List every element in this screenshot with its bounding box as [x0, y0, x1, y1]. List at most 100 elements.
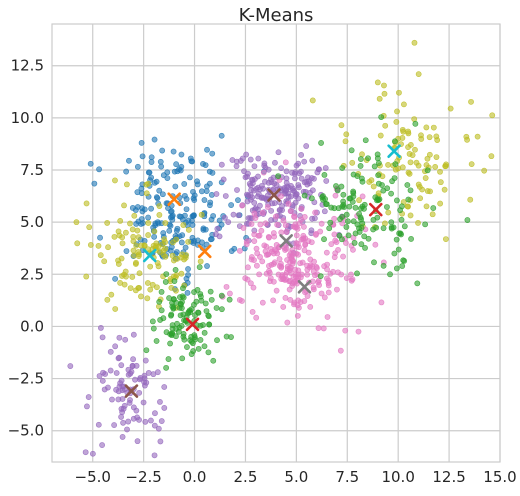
data-point [280, 304, 287, 310]
data-point [442, 236, 449, 243]
data-point [157, 158, 164, 165]
data-point [255, 184, 261, 191]
data-point [225, 219, 232, 226]
data-point [393, 118, 400, 125]
data-point [239, 202, 245, 209]
data-point [398, 231, 404, 238]
data-point [251, 257, 257, 264]
data-point [262, 178, 268, 185]
data-point [270, 278, 277, 285]
data-point [393, 265, 400, 272]
data-point [73, 219, 80, 226]
data-point [374, 155, 381, 162]
data-point [213, 231, 219, 238]
data-point [287, 208, 294, 215]
data-point [245, 264, 251, 271]
data-point [384, 204, 390, 210]
data-point [241, 168, 247, 175]
data-point [249, 180, 256, 187]
data-point [278, 264, 285, 271]
data-point [254, 193, 261, 200]
data-point [400, 128, 407, 135]
data-point [370, 226, 377, 233]
data-point [214, 225, 221, 232]
x-tick-label: 10.0 [381, 468, 414, 486]
data-point [104, 220, 111, 226]
data-point [242, 275, 249, 282]
data-point [283, 168, 290, 175]
data-point [304, 266, 311, 273]
data-point [251, 163, 258, 170]
data-point [170, 239, 176, 246]
data-point [82, 449, 89, 456]
data-point [256, 271, 263, 278]
data-point [387, 271, 393, 278]
data-point [384, 185, 391, 192]
data-point [361, 233, 368, 240]
data-point [415, 220, 421, 226]
data-point [348, 271, 354, 278]
data-point [116, 383, 123, 390]
data-point [87, 242, 94, 248]
data-point [357, 163, 364, 169]
data-point [178, 239, 185, 246]
data-point [163, 329, 170, 336]
data-point [172, 266, 179, 273]
data-point [389, 178, 395, 185]
data-point [346, 203, 353, 210]
data-point [119, 434, 126, 440]
data-point [382, 122, 389, 129]
data-point [122, 336, 129, 343]
data-point [181, 336, 188, 343]
data-point [142, 418, 149, 425]
data-point [189, 222, 196, 228]
data-point [313, 230, 319, 237]
data-point [203, 308, 210, 314]
data-point [259, 299, 266, 306]
data-point [399, 135, 406, 141]
data-point [158, 418, 165, 424]
data-point [392, 138, 398, 145]
data-point [83, 200, 90, 207]
centroid-markers [124, 144, 401, 398]
data-point [190, 348, 197, 354]
data-point [291, 213, 297, 220]
data-point [169, 303, 176, 310]
data-point [324, 261, 331, 268]
data-point [182, 244, 189, 251]
data-point [304, 271, 311, 278]
data-point [161, 405, 168, 411]
data-point [378, 299, 385, 306]
data-point [282, 295, 289, 301]
data-point [307, 256, 314, 263]
data-point [275, 271, 282, 278]
data-point [273, 287, 280, 294]
data-point [144, 295, 151, 302]
data-point [405, 196, 412, 203]
data-point [463, 133, 470, 140]
data-point [318, 290, 325, 297]
x-tick-label: 2.5 [234, 468, 258, 486]
data-point [250, 284, 257, 291]
data-point [182, 212, 188, 219]
data-point [370, 183, 377, 190]
data-point [432, 163, 439, 170]
data-point [339, 165, 346, 171]
data-point [173, 227, 180, 234]
data-point [303, 143, 310, 149]
data-point [275, 149, 282, 156]
data-point [152, 410, 158, 417]
data-point [352, 204, 359, 211]
data-point [198, 297, 205, 304]
data-point [129, 274, 136, 280]
data-point [113, 370, 120, 376]
data-point [116, 354, 123, 361]
data-point [127, 397, 133, 403]
data-point [260, 185, 266, 192]
data-point [222, 193, 229, 199]
data-point [404, 203, 411, 210]
data-point [411, 116, 418, 123]
data-point [288, 250, 294, 256]
data-point [137, 375, 144, 381]
data-point [176, 213, 183, 220]
